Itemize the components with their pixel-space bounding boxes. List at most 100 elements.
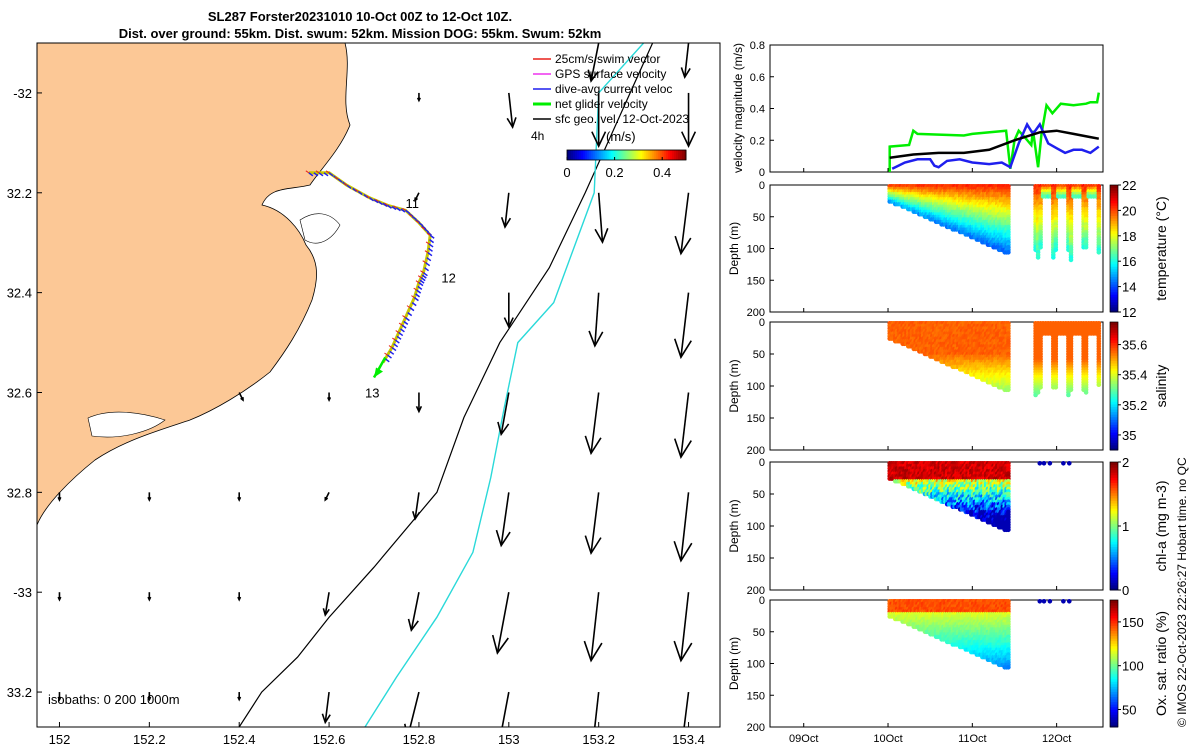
temperature-colorbar-cell xyxy=(1110,296,1118,300)
dive-avg-current-vector xyxy=(394,339,400,344)
title-line-2: Dist. over ground: 55km. Dist. swum: 52k… xyxy=(118,26,602,41)
dive-avg-current-vector xyxy=(419,279,425,284)
chla-colorbar-tick-label: 0 xyxy=(1122,583,1129,598)
temperature-colorbar-cell xyxy=(1110,271,1118,275)
map-colorbar-cell xyxy=(656,150,659,160)
map-colorbar-cell xyxy=(680,150,683,160)
map-colorbar-cell xyxy=(632,150,635,160)
map-colorbar-cell xyxy=(608,150,612,160)
map-colorbar-cell xyxy=(610,150,614,160)
geo-velocity-arrow xyxy=(238,392,244,402)
geo-arrow-head xyxy=(414,197,418,203)
temperature-colorbar-cell xyxy=(1110,263,1118,267)
map-xtick-label: 152 xyxy=(49,732,71,747)
geo-arrow-head xyxy=(673,640,693,663)
map-ytick-label: -33 xyxy=(13,585,32,600)
dive-avg-current-vector xyxy=(424,267,430,272)
salinity-sample xyxy=(1038,385,1043,390)
map-xtick-label: 152.6 xyxy=(313,732,346,747)
dive-avg-current-vector xyxy=(426,231,432,236)
map-colorbar-cell xyxy=(590,150,594,160)
geo-velocity-arrow xyxy=(594,192,609,245)
temperature-colorbar-cell xyxy=(1110,294,1118,298)
day-label: 11 xyxy=(405,196,419,211)
map-colorbar-cell xyxy=(672,150,675,160)
temperature-colorbar-cell xyxy=(1110,256,1118,260)
chla-sample xyxy=(1041,460,1047,466)
map-colorbar-cell xyxy=(660,150,663,160)
swim-vector xyxy=(406,305,411,309)
map-colorbar-cell xyxy=(578,150,582,160)
geo-arrow-head xyxy=(495,529,511,548)
geo-velocity-arrow xyxy=(683,691,690,727)
map-colorbar-cell xyxy=(684,150,687,160)
map-colorbar-cell xyxy=(666,150,669,160)
dive-avg-current-vector xyxy=(425,262,431,267)
swim-vector xyxy=(415,220,420,224)
map-colorbar-cell xyxy=(634,150,637,160)
map-colorbar-cell xyxy=(620,150,624,160)
geo-arrow-head xyxy=(321,713,331,725)
salinity-sample xyxy=(1083,390,1089,395)
geo-arrow-head xyxy=(407,618,419,633)
geo-arrow-head xyxy=(415,405,423,414)
dive-avg-current-vector xyxy=(396,207,401,212)
temperature-ytick-label: 150 xyxy=(747,275,765,287)
temperature-sample xyxy=(1083,244,1089,250)
geo-velocity-arrow xyxy=(593,691,600,727)
isobath-label: isobaths: 0 200 1000m xyxy=(48,692,180,707)
swim-vector xyxy=(388,345,393,348)
geo-arrow-shaft xyxy=(324,691,330,723)
map-colorbar-cell xyxy=(670,150,673,160)
geo-arrow-shaft xyxy=(590,592,600,661)
swim-vector xyxy=(402,207,406,211)
geo-arrow-shaft xyxy=(414,492,420,520)
geo-arrow-head xyxy=(594,228,609,245)
map-colorbar-cell xyxy=(618,150,622,160)
dive-avg-current-vector xyxy=(318,172,324,177)
temperature-ytick-label: 50 xyxy=(753,212,765,224)
geo-arrow-head xyxy=(322,608,330,617)
geo-arrow-head xyxy=(416,97,421,103)
map-colorbar-cell xyxy=(674,150,677,160)
chla-colorbar-label: chl-a (mg m-3) xyxy=(1153,480,1169,571)
dive-avg-current-vector xyxy=(399,328,405,333)
swim-vector xyxy=(366,195,370,199)
dive-avg-current-vector xyxy=(413,297,419,302)
dive-avg-current-vector xyxy=(427,252,433,257)
temperature-sample xyxy=(1068,257,1074,263)
coastal-lake xyxy=(299,213,341,244)
map-colorbar-cell xyxy=(644,150,647,160)
salinity-colorbar-tick-label: 35 xyxy=(1122,428,1136,443)
map-colorbar-cell xyxy=(567,150,570,160)
geo-arrow-head xyxy=(237,496,242,502)
chla-colorbar-cell xyxy=(1110,462,1118,466)
geo-velocity-arrow xyxy=(584,392,602,456)
geo-velocity-arrow xyxy=(407,592,420,633)
temperature-colorbar-cell xyxy=(1110,202,1118,206)
chla-sample xyxy=(1061,460,1066,466)
dive-avg-current-vector xyxy=(393,343,399,348)
geo-arrow-shaft xyxy=(680,192,690,254)
swim-vector xyxy=(417,275,422,279)
map-colorbar-cell xyxy=(580,150,584,160)
temperature-colorbar-cell xyxy=(1110,291,1118,295)
geo-arrow-shaft xyxy=(324,592,330,616)
geo-arrow-head xyxy=(57,696,62,702)
dive-avg-current-vector xyxy=(405,316,410,322)
geo-arrow-shaft xyxy=(680,392,690,458)
salinity-sample xyxy=(1096,382,1102,388)
temperature-ytick-label: 200 xyxy=(747,307,765,319)
salinity-profile-points xyxy=(887,321,1102,398)
geo-velocity-arrow xyxy=(57,492,62,502)
swim-vector xyxy=(425,241,430,245)
map-colorbar-cell xyxy=(662,150,665,160)
geo-velocity-arrow xyxy=(673,292,692,360)
velocity-series-line xyxy=(888,92,1101,172)
salinity-sample xyxy=(1053,385,1059,390)
figure-title: SL287 Forster20231010 10-Oct 00Z to 12-O… xyxy=(0,8,720,42)
salinity-ytick-label: 200 xyxy=(747,445,765,457)
velocity-ytick-label: 0.2 xyxy=(750,135,765,147)
swim-vector xyxy=(398,322,403,326)
